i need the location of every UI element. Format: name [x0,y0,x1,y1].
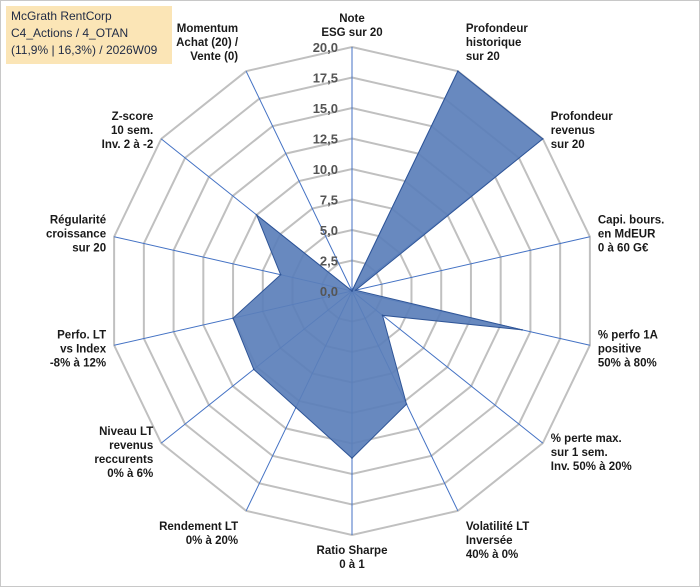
axis-label-line: -8% à 12% [50,357,106,369]
axis-label-line: en MdEUR [598,229,656,241]
data-point-6 [405,403,408,406]
series-area-0 [232,70,544,459]
axis-label-7: Ratio Sharpe 0 à 1 [317,545,388,571]
axis-label-line: Profondeur [551,111,613,123]
axis-label-line: sur 20 [466,51,500,63]
axis-label-line: 0% à 20% [186,535,238,547]
axis-label-10: Perfo. LT vs Index -8% à 12% [50,329,107,369]
company-name: McGrath RentCorp [11,9,112,23]
axis-label-line: Inv. 2 à -2 [102,139,154,151]
tick-label-4: 10,0 [313,162,338,177]
data-point-9 [252,368,255,371]
category-label: C4_Actions / 4_OTAN [11,26,129,40]
axis-label-line: Ratio Sharpe [317,545,388,557]
axis-label-line: sur 20 [72,243,106,255]
spoke-13 [245,70,353,292]
data-point-10 [232,317,234,319]
axis-label-line: Volatilité LT [466,521,529,533]
axis-label-line: 0% à 6% [107,468,153,480]
axis-label-line: sur 1 sem. [551,447,608,459]
axis-label-4: % perfo 1A positive 50% à 80% [598,329,658,369]
axis-label-line: 10 sem. [111,125,153,137]
chart-title-box: McGrath RentCorp C4_Actions / 4_OTAN (11… [6,6,172,64]
axis-label-line: 40% à 0% [466,549,518,561]
data-point-8 [295,406,297,409]
axis-label-2: Profondeur revenus sur 20 [551,111,613,151]
axis-label-line: Niveau LT [99,426,153,438]
data-point-13 [351,290,353,292]
data-point-11 [279,273,282,276]
axis-label-12: Z-score 10 sem. Inv. 2 à -2 [102,111,154,151]
data-point-3 [354,289,357,291]
axis-label-line: vs Index [60,343,107,355]
axis-label-line: Régularité [50,215,106,227]
data-point-4 [521,329,523,331]
axis-label-3: Capi. bours. en MdEUR 0 à 60 G€ [598,215,664,255]
axis-label-line: Momentum [177,23,238,35]
tick-label-7: 17,5 [313,71,338,86]
axis-label-line: sur 20 [551,139,585,151]
spoke-5 [351,290,544,444]
axis-label-line: Profondeur [466,23,528,35]
axis-label-line: 50% à 80% [598,357,657,369]
axis-label-line: positive [598,343,641,355]
axis-label-line: % perfo 1A [598,329,658,341]
axis-label-line: Z-score [112,111,154,123]
spoke-3 [351,236,590,292]
radar-tick-labels: 0,0 2,5 5,0 7,5 10,0 12,5 15,0 17,5 20,0 [313,40,338,299]
axis-label-line: historique [466,37,522,49]
data-point-1 [457,70,459,72]
axis-label-6: Volatilité LT Inversée 40% à 0% [466,521,529,561]
axis-label-line: Note [339,13,365,25]
tick-label-1: 2,5 [320,254,338,269]
axis-label-line: ESG sur 20 [321,27,382,39]
stats-label: (11,9% | 16,3%) / 2026W09 [11,43,158,57]
axis-label-5: % perte max. sur 1 sem. Inv. 50% à 20% [551,433,632,473]
axis-label-line: 0 à 1 [339,559,365,571]
axis-label-line: Achat (20) / [176,37,239,49]
data-point-7 [351,457,353,459]
tick-label-3: 7,5 [320,193,338,208]
tick-label-0: 0,0 [320,284,338,299]
data-point-2 [541,138,544,140]
axis-label-line: Rendement LT [159,521,238,533]
data-point-12 [255,214,258,216]
axis-label-1: Profondeur historique sur 20 [466,23,528,63]
data-point-5 [381,314,384,317]
axis-label-line: Inversée [466,535,513,547]
axis-label-line: Inv. 50% à 20% [551,461,632,473]
axis-label-0: Note ESG sur 20 [321,13,382,39]
tick-label-8: 20,0 [313,40,338,55]
axis-label-8: Rendement LT 0% à 20% [159,521,238,547]
axis-label-13: Momentum Achat (20) / Vente (0) [176,23,239,63]
axis-label-line: 0 à 60 G€ [598,243,649,255]
axis-label-line: Perfo. LT [57,329,106,341]
radar-axis-labels: Note ESG sur 20 Profondeur historique sur 20… [46,13,664,571]
axis-label-11: Régularité croissance sur 20 [46,215,106,255]
axis-label-line: revenus [109,440,153,452]
axis-label-line: reccurents [94,454,153,466]
axis-label-9: Niveau LT revenus reccurents 0% à 6% [94,426,153,480]
axis-label-line: % perte max. [551,433,622,445]
tick-label-6: 15,0 [313,101,338,116]
axis-label-line: Vente (0) [190,51,238,63]
tick-label-2: 5,0 [320,223,338,238]
axis-label-line: Capi. bours. [598,215,664,227]
radar-series [232,70,544,459]
axis-label-line: revenus [551,125,595,137]
tick-label-5: 12,5 [313,132,338,147]
axis-label-line: croissance [46,229,106,241]
